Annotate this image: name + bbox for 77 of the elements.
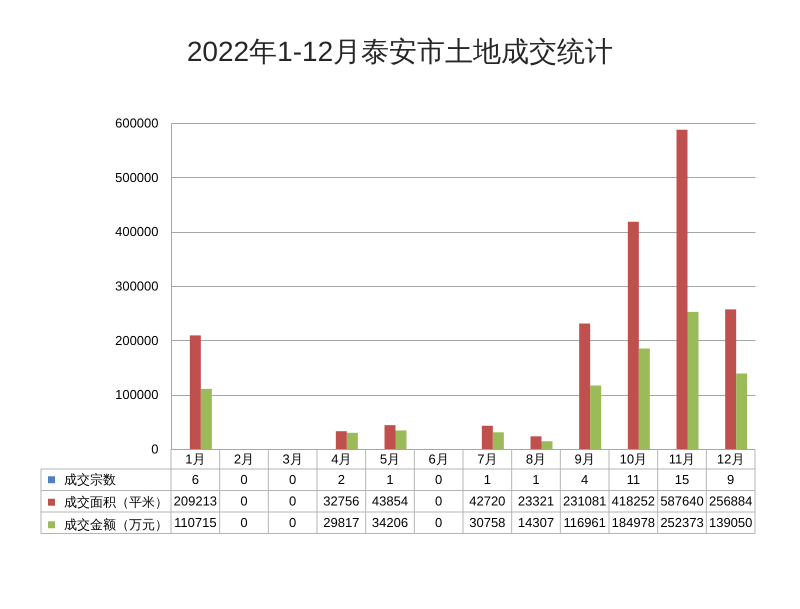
bar — [190, 335, 201, 449]
data-label: 34206 — [372, 514, 408, 530]
data-label: 0 — [240, 514, 248, 530]
data-label: 30758 — [469, 514, 506, 530]
y-tick-label: 600000 — [115, 116, 158, 130]
data-label: 0 — [240, 493, 248, 508]
data-label: 32756 — [323, 493, 360, 508]
data-label: 418252 — [612, 493, 656, 508]
data-label: 0 — [240, 472, 248, 487]
data-label: 1 — [532, 472, 540, 487]
y-tick-label: 300000 — [115, 278, 158, 294]
bar — [579, 323, 590, 449]
data-label: 252373 — [660, 514, 704, 530]
bar — [590, 385, 602, 449]
x-tick-label: 5月 — [380, 452, 400, 466]
x-tick-label: 8月 — [526, 452, 546, 466]
data-label: 0 — [435, 493, 442, 508]
data-label: 0 — [289, 493, 296, 508]
y-tick-label: 500000 — [115, 170, 158, 185]
y-tick-label: 400000 — [115, 224, 158, 240]
data-label: 1 — [386, 472, 394, 487]
x-tick-label: 10月 — [620, 452, 648, 466]
data-label: 116961 — [563, 514, 606, 530]
data-label: 0 — [435, 472, 442, 487]
data-label: 1 — [484, 472, 491, 487]
x-tick-label: 9月 — [574, 452, 595, 466]
data-label: 11 — [626, 472, 640, 487]
data-label: 6 — [192, 472, 199, 487]
data-label: 139050 — [708, 514, 752, 530]
x-tick-label: 6月 — [428, 452, 449, 466]
x-tick-label: 4月 — [331, 452, 352, 466]
data-label: 0 — [289, 472, 296, 487]
chart-title: 2022年1-12月泰安市土地成交统计 — [186, 36, 614, 67]
bar — [336, 431, 347, 449]
bar — [688, 312, 699, 449]
data-label: 42720 — [469, 493, 506, 508]
data-label: 209213 — [174, 493, 218, 508]
bar — [725, 309, 736, 449]
bar — [676, 130, 688, 449]
x-tick-label: 12月 — [716, 452, 744, 466]
x-tick-label: 3月 — [282, 452, 303, 466]
data-label: 43854 — [372, 493, 408, 508]
data-label: 9 — [727, 472, 734, 487]
data-label: 110715 — [174, 514, 217, 530]
data-label: 15 — [674, 472, 690, 487]
x-tick-label: 1月 — [185, 452, 206, 466]
data-label: 29817 — [323, 514, 360, 530]
y-tick-label: 100000 — [115, 387, 158, 402]
data-label: 0 — [435, 514, 442, 530]
bar — [530, 436, 542, 449]
bar — [396, 430, 407, 449]
bar — [736, 373, 748, 449]
data-label: 4 — [581, 472, 588, 487]
data-label: 587640 — [660, 493, 704, 508]
legend-label: 成交面积（平米） — [64, 494, 168, 510]
data-label: 231081 — [562, 493, 606, 508]
bar — [346, 432, 358, 449]
data-label: 23321 — [518, 493, 554, 508]
bar — [384, 425, 396, 449]
x-tick-label: 2月 — [234, 452, 254, 466]
x-tick-label: 11月 — [668, 452, 696, 466]
bar — [542, 441, 553, 449]
data-label: 0 — [289, 514, 296, 530]
bar — [200, 388, 212, 449]
y-tick-label: 0 — [151, 442, 158, 456]
data-label: 14307 — [518, 514, 554, 530]
data-label: 184978 — [612, 514, 656, 530]
data-label: 2 — [338, 472, 345, 487]
bar — [628, 222, 639, 449]
bar — [482, 426, 493, 449]
bar — [492, 432, 504, 449]
legend-label: 成交宗数 — [64, 472, 116, 487]
bar — [638, 348, 650, 449]
legend-label: 成交金额（万元） — [64, 516, 168, 532]
data-label: 256884 — [708, 493, 752, 508]
x-tick-label: 7月 — [477, 452, 498, 466]
y-tick-label: 200000 — [115, 332, 158, 348]
